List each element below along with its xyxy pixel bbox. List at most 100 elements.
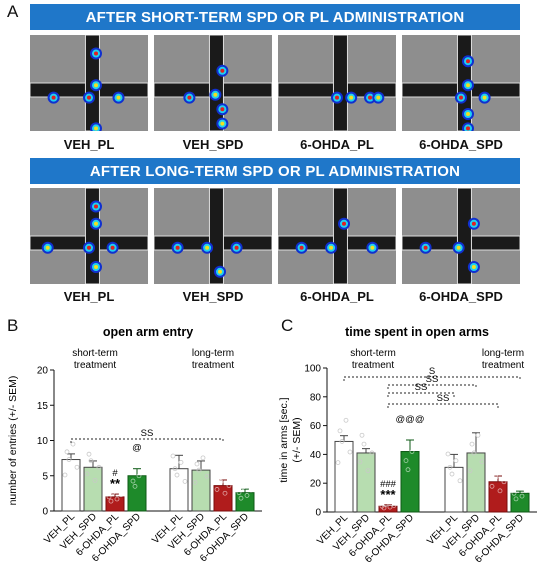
maze-label-short-veh-pl: VEH_PL	[63, 137, 115, 152]
data-point	[501, 479, 507, 485]
maze-label-long-veh-spd: VEH_SPD	[182, 289, 244, 304]
group-label-line1: long-term	[482, 348, 524, 359]
data-point	[106, 494, 112, 500]
maze-label-short-6ohda-pl: 6-OHDA_PL	[300, 137, 374, 152]
data-point	[218, 479, 224, 485]
y-tick-label: 100	[304, 364, 321, 375]
y-axis-label: time in arms [sec.]	[278, 397, 290, 482]
data-point	[361, 441, 367, 447]
y-tick-label: 0	[315, 508, 321, 519]
y-axis-label-group: number of entries (+/- SEM)	[7, 376, 19, 506]
data-point	[74, 464, 80, 470]
data-point	[491, 470, 497, 476]
heat-blob-core	[94, 83, 98, 88]
heat-blob-core	[187, 95, 192, 100]
heat-blob-core	[51, 95, 56, 100]
comparison-label: S	[429, 366, 435, 377]
data-point	[128, 468, 134, 473]
y-tick-label: 0	[42, 507, 48, 518]
group-label-line2: treatment	[192, 360, 234, 371]
data-point	[70, 441, 76, 447]
data-point	[194, 461, 200, 467]
group-label-line1: short-term	[72, 348, 118, 359]
panel-c-letter: C	[281, 316, 294, 335]
data-point	[413, 430, 419, 436]
comparison-label: SS	[426, 374, 439, 385]
y-axis-label: number of entries (+/- SEM)	[7, 376, 19, 506]
data-point	[357, 459, 363, 465]
y-tick-label: 20	[37, 366, 49, 377]
data-point	[453, 458, 459, 464]
heatmap-long-6ohda-spd	[401, 187, 521, 285]
heat-blob-core	[87, 245, 91, 250]
data-point	[88, 458, 94, 464]
data-point	[469, 441, 475, 447]
panel-b-letter: B	[7, 316, 19, 335]
bar	[105, 496, 125, 512]
heat-blob-core	[175, 245, 180, 250]
bar	[466, 452, 486, 513]
data-point	[387, 504, 393, 510]
maze-label-long-6ohda-spd: 6-OHDA_SPD	[419, 289, 503, 304]
data-point	[66, 457, 72, 462]
y-axis-label-unit: (+/- SEM)	[291, 417, 303, 462]
maze-label-short-veh-spd: VEH_SPD	[182, 137, 244, 152]
data-point	[519, 493, 525, 499]
heatmap-image	[29, 34, 149, 135]
data-point	[140, 462, 146, 468]
data-point	[403, 458, 409, 463]
maze-label-long-veh-pl: VEH_PL	[63, 289, 115, 304]
data-point	[365, 468, 371, 474]
heat-blob-core	[466, 59, 470, 64]
data-point	[493, 474, 499, 480]
data-point	[64, 449, 70, 455]
heatmap-image	[277, 34, 397, 132]
data-point	[337, 428, 343, 434]
y-tick-label: 10	[37, 436, 49, 447]
heat-blob-core	[94, 204, 98, 209]
comparison-label: SS	[437, 393, 450, 404]
data-point	[248, 487, 254, 493]
data-point	[136, 473, 142, 479]
comparison-bracket	[343, 376, 521, 381]
labels-short-term: VEH_PL VEH_SPD 6-OHDA_PL 6-OHDA_SPD	[30, 137, 520, 152]
data-point	[381, 505, 387, 511]
significance-mark: @@@	[396, 414, 425, 425]
bar	[169, 468, 189, 512]
data-point	[84, 471, 90, 477]
comparison-bracket	[387, 384, 477, 389]
heat-blob-core	[94, 51, 98, 56]
maze-label-short-6ohda-spd: 6-OHDA_SPD	[419, 137, 503, 152]
heat-blob-core	[218, 269, 222, 274]
data-point	[238, 495, 244, 501]
bar	[356, 452, 376, 513]
heat-blob-core	[299, 245, 304, 250]
heat-blob-core	[205, 245, 210, 250]
chart-title: time spent in open arms	[345, 325, 489, 339]
data-point	[523, 488, 529, 493]
y-tick-label: 5	[42, 471, 48, 482]
y-tick-label: 20	[310, 479, 322, 490]
heat-blob-core	[459, 95, 463, 100]
comparison-bracket	[70, 438, 224, 443]
y-axis-label-group: time in arms [sec.] (+/- SEM)	[278, 397, 303, 482]
heat-blob-core	[45, 245, 50, 250]
heat-blob-core	[349, 95, 354, 100]
maze-vertical-arm	[332, 187, 348, 285]
significance-mark: **	[110, 476, 121, 491]
data-point	[335, 460, 341, 466]
maze-vertical-arm	[332, 34, 348, 132]
data-point	[513, 496, 519, 502]
data-point	[240, 484, 246, 490]
heatmap-image	[277, 187, 397, 285]
data-point	[471, 450, 477, 456]
bar	[83, 466, 103, 512]
heat-blob-core	[220, 68, 225, 73]
data-point	[86, 451, 92, 457]
data-point	[222, 490, 228, 496]
data-point	[96, 464, 102, 470]
comparison-label: SS	[415, 382, 428, 393]
heat-blob-core	[482, 95, 487, 100]
heat-blob-core	[94, 265, 98, 269]
heat-blob-core	[94, 221, 98, 226]
